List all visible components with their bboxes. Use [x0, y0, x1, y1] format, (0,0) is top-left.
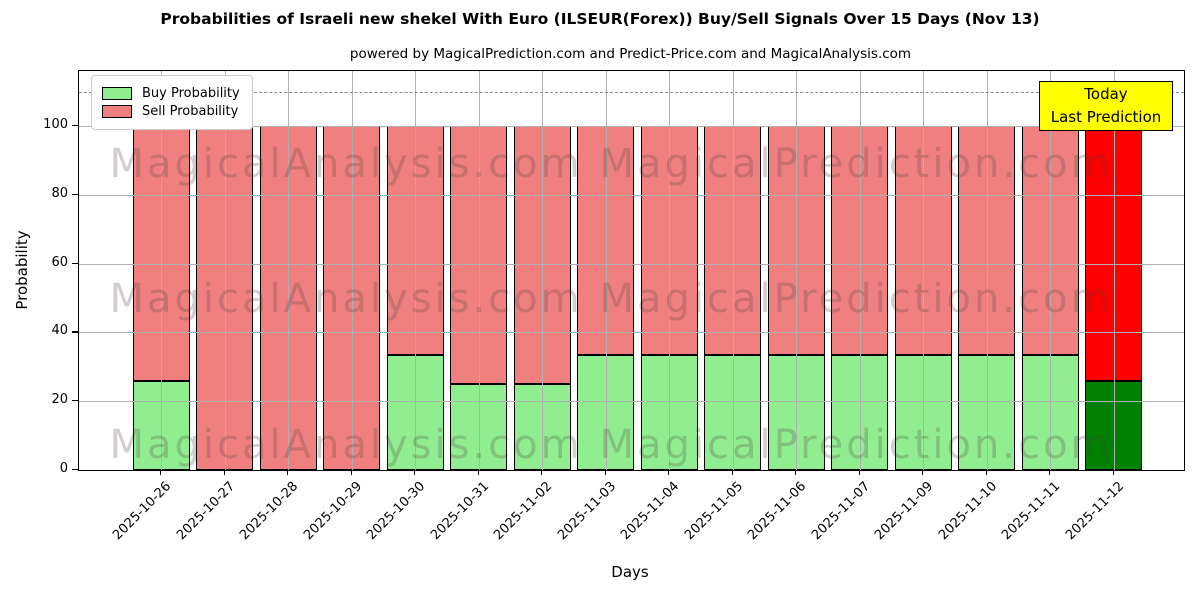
x-tick-label: 2025-10-31: [428, 479, 493, 544]
legend-label-buy: Buy Probability: [142, 86, 240, 101]
v-gridline: [669, 71, 670, 470]
h-gridline: [79, 332, 1184, 334]
y-tick-mark: [72, 469, 78, 471]
x-tick-label: 2025-11-12: [1063, 479, 1128, 544]
x-tick-mark: [795, 470, 797, 475]
x-tick-mark: [1112, 470, 1114, 475]
x-tick-mark: [350, 470, 352, 475]
chart-subtitle: powered by MagicalPrediction.com and Pre…: [349, 46, 912, 62]
sell-swatch-icon: [102, 105, 132, 118]
today-annotation-box: Today Last Prediction: [1039, 81, 1173, 131]
y-tick-mark: [72, 125, 78, 127]
v-gridline: [288, 71, 289, 470]
threshold-dashed-line: [79, 91, 1184, 93]
y-axis-label: Probability: [13, 230, 31, 310]
v-gridline: [478, 71, 480, 470]
x-tick-mark: [477, 470, 479, 475]
x-tick-mark: [1049, 470, 1051, 475]
x-tick-mark: [985, 470, 987, 475]
today-annotation-line1: Today: [1084, 85, 1128, 103]
y-tick-label: 80: [51, 185, 68, 201]
h-gridline: [79, 401, 1184, 403]
y-tick-label: 20: [51, 392, 68, 408]
chart-title: Probabilities of Israeli new shekel With…: [160, 10, 1040, 28]
v-gridline: [542, 71, 543, 470]
legend: Buy Probability Sell Probability: [91, 75, 253, 130]
v-gridline: [415, 71, 416, 470]
y-tick-mark: [72, 400, 78, 402]
v-gridline: [732, 71, 734, 470]
today-annotation-line2: Last Prediction: [1050, 108, 1162, 126]
v-gridline: [986, 71, 988, 470]
x-tick-label: 2025-11-06: [745, 479, 810, 544]
x-axis-label: Days: [611, 563, 649, 581]
legend-item-sell: Sell Probability: [102, 104, 240, 119]
legend-item-buy: Buy Probability: [102, 86, 240, 101]
v-gridline: [796, 71, 797, 470]
v-gridline: [859, 71, 861, 470]
x-tick-label: 2025-11-02: [491, 479, 556, 544]
y-tick-label: 60: [51, 254, 68, 270]
x-tick-label: 2025-11-09: [872, 479, 937, 544]
v-gridline: [224, 71, 226, 470]
x-tick-label: 2025-10-27: [174, 479, 239, 544]
x-tick-mark: [160, 470, 162, 475]
plot-area: MagicalAnalysis.com MagicalPrediction.com…: [78, 70, 1185, 471]
x-tick-mark: [731, 470, 733, 475]
v-gridline: [923, 71, 924, 470]
y-tick-label: 0: [59, 461, 68, 476]
legend-label-sell: Sell Probability: [142, 104, 239, 119]
x-tick-label: 2025-10-28: [237, 479, 302, 544]
v-gridline: [1050, 71, 1051, 470]
h-gridline: [79, 194, 1184, 196]
buy-swatch-icon: [102, 87, 132, 100]
x-tick-mark: [922, 470, 924, 475]
x-tick-label: 2025-11-10: [936, 479, 1001, 544]
y-tick-mark: [72, 331, 78, 333]
y-tick-mark: [72, 262, 78, 264]
x-tick-mark: [287, 470, 289, 475]
x-tick-mark: [858, 470, 860, 475]
y-tick-label: 40: [51, 323, 68, 339]
y-tick-label: 100: [43, 117, 68, 133]
h-gridline: [79, 126, 1184, 128]
x-tick-label: 2025-10-29: [301, 479, 366, 544]
x-tick-label: 2025-10-30: [364, 479, 429, 544]
v-gridline: [351, 71, 353, 470]
x-tick-label: 2025-11-03: [555, 479, 620, 544]
x-tick-mark: [541, 470, 543, 475]
h-gridline: [79, 263, 1184, 265]
x-tick-mark: [223, 470, 225, 475]
y-tick-mark: [72, 193, 78, 195]
x-tick-label: 2025-11-07: [809, 479, 874, 544]
x-tick-label: 2025-11-05: [682, 479, 747, 544]
v-gridline: [161, 71, 162, 470]
v-gridline: [1113, 71, 1115, 470]
x-tick-label: 2025-11-11: [999, 479, 1064, 544]
x-tick-mark: [604, 470, 606, 475]
x-tick-label: 2025-11-04: [618, 479, 683, 544]
x-tick-mark: [414, 470, 416, 475]
x-tick-label: 2025-10-26: [110, 479, 175, 544]
x-tick-mark: [668, 470, 670, 475]
v-gridline: [605, 71, 607, 470]
